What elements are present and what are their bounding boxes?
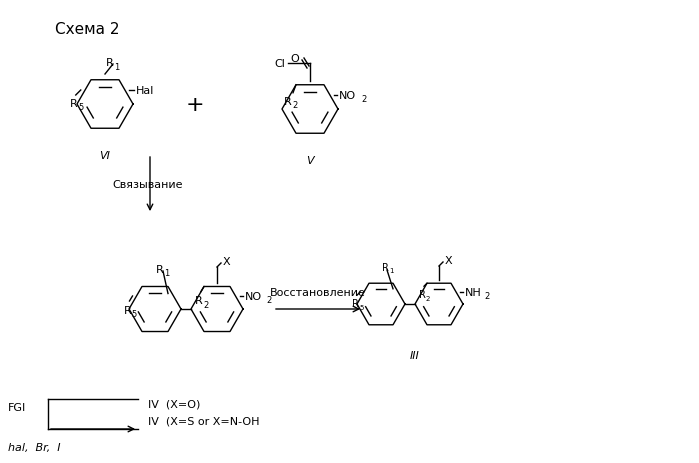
Text: 1: 1 [164, 269, 170, 278]
Text: NO: NO [245, 291, 261, 301]
Text: R: R [284, 97, 292, 106]
Text: +: + [186, 95, 204, 115]
Text: X: X [223, 257, 231, 266]
Text: 2: 2 [266, 296, 272, 305]
Text: Восстановление: Восстановление [270, 288, 366, 297]
Text: X: X [445, 256, 453, 265]
Text: FGI: FGI [8, 402, 27, 412]
Text: Hal: Hal [136, 86, 154, 96]
Text: R: R [352, 298, 359, 308]
Text: NH: NH [465, 288, 482, 297]
Text: IV  (X=O): IV (X=O) [148, 399, 201, 409]
Text: R: R [106, 58, 114, 68]
Text: O: O [291, 54, 299, 64]
Text: R: R [419, 289, 426, 300]
Text: R: R [195, 296, 203, 306]
Text: V: V [306, 156, 314, 166]
Text: R: R [124, 305, 131, 315]
Text: R: R [70, 99, 78, 109]
Text: 5: 5 [359, 304, 363, 310]
Text: 1: 1 [389, 268, 394, 274]
Text: 2: 2 [203, 300, 208, 309]
Text: 1: 1 [115, 63, 120, 71]
Text: R: R [156, 264, 164, 275]
Text: VI: VI [99, 150, 110, 161]
Text: hal,  Br,  I: hal, Br, I [8, 442, 61, 452]
Text: 2: 2 [361, 95, 366, 104]
Text: III: III [410, 350, 420, 360]
Text: 5: 5 [132, 310, 137, 319]
Text: NO: NO [339, 91, 356, 101]
Text: Cl: Cl [275, 59, 285, 69]
Text: Схема 2: Схема 2 [55, 22, 120, 37]
Text: 2: 2 [292, 101, 298, 110]
Text: 5: 5 [78, 103, 83, 112]
Text: 2: 2 [485, 292, 490, 301]
Text: R: R [382, 263, 389, 272]
Text: IV  (X=S or X=N-OH: IV (X=S or X=N-OH [148, 416, 259, 426]
Text: 2: 2 [426, 295, 430, 301]
Text: Связывание: Связывание [112, 180, 182, 189]
